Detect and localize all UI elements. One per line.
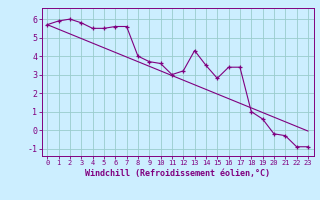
X-axis label: Windchill (Refroidissement éolien,°C): Windchill (Refroidissement éolien,°C): [85, 169, 270, 178]
